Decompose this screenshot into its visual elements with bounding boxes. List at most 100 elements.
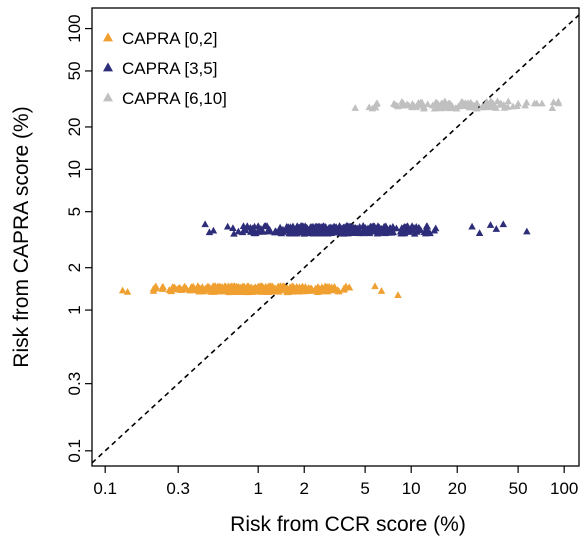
data-point bbox=[509, 102, 517, 110]
points-layer bbox=[118, 97, 563, 299]
data-point bbox=[223, 222, 232, 230]
data-point bbox=[198, 286, 206, 294]
legend-marker bbox=[103, 32, 113, 42]
data-point bbox=[211, 282, 219, 290]
data-point bbox=[337, 228, 346, 235]
data-point bbox=[312, 229, 320, 237]
y-tick-label: 0.3 bbox=[65, 372, 84, 396]
data-point bbox=[422, 222, 431, 230]
data-point bbox=[420, 104, 428, 112]
data-point bbox=[352, 228, 361, 235]
data-point bbox=[373, 229, 382, 237]
data-point bbox=[327, 227, 336, 234]
data-point bbox=[389, 222, 397, 230]
data-point bbox=[554, 99, 563, 107]
data-point bbox=[187, 286, 195, 294]
data-point bbox=[478, 103, 486, 111]
data-point bbox=[261, 287, 269, 294]
data-point bbox=[230, 229, 238, 237]
y-tick-label: 50 bbox=[65, 61, 84, 80]
data-point bbox=[372, 224, 381, 232]
data-point bbox=[365, 229, 374, 237]
data-point bbox=[158, 283, 166, 291]
data-point bbox=[295, 227, 304, 234]
data-point bbox=[369, 222, 378, 230]
data-point bbox=[472, 99, 481, 107]
series-1 bbox=[118, 282, 402, 299]
x-tick-label: 100 bbox=[550, 479, 578, 498]
legend-label: CAPRA [6,10] bbox=[122, 89, 227, 108]
data-point bbox=[320, 223, 328, 231]
data-point bbox=[203, 285, 212, 293]
data-point bbox=[335, 222, 344, 229]
data-point bbox=[343, 221, 351, 229]
data-point bbox=[243, 222, 252, 229]
data-point bbox=[538, 99, 546, 107]
data-point bbox=[532, 99, 541, 107]
data-point bbox=[492, 225, 501, 232]
data-point bbox=[403, 100, 411, 108]
x-tick-label: 1 bbox=[253, 479, 262, 498]
data-point bbox=[414, 99, 423, 106]
data-point bbox=[123, 287, 132, 295]
data-point bbox=[458, 102, 467, 110]
data-point bbox=[486, 221, 495, 228]
data-point bbox=[236, 286, 245, 293]
x-tick-label: 2 bbox=[300, 479, 309, 498]
data-point bbox=[441, 103, 450, 110]
data-point bbox=[265, 227, 274, 235]
x-tick-label: 0.1 bbox=[93, 479, 117, 498]
data-point bbox=[240, 288, 248, 295]
data-point bbox=[399, 224, 408, 232]
x-tick-label: 5 bbox=[360, 479, 369, 498]
identity-line bbox=[91, 14, 580, 464]
legend-label: CAPRA [0,2] bbox=[122, 29, 217, 48]
data-point bbox=[504, 97, 513, 105]
data-point bbox=[371, 282, 379, 290]
data-point bbox=[377, 287, 386, 294]
data-point bbox=[209, 226, 218, 234]
legend-marker bbox=[103, 92, 113, 102]
data-point bbox=[256, 227, 265, 235]
data-point bbox=[284, 286, 292, 293]
data-point bbox=[549, 98, 558, 106]
data-point bbox=[371, 103, 380, 111]
data-point bbox=[499, 220, 508, 228]
x-tick-label: 50 bbox=[509, 479, 528, 498]
y-tick-label: 0.1 bbox=[65, 439, 84, 463]
data-point bbox=[276, 226, 284, 234]
data-point bbox=[210, 287, 218, 294]
data-point bbox=[390, 100, 399, 107]
plot-frame bbox=[91, 7, 580, 467]
series-3 bbox=[351, 97, 563, 112]
data-point bbox=[521, 101, 529, 109]
data-point bbox=[523, 227, 531, 235]
y-tick-label: 10 bbox=[65, 160, 84, 179]
data-point bbox=[313, 286, 322, 293]
data-point bbox=[514, 99, 522, 107]
data-point bbox=[167, 287, 176, 295]
data-point bbox=[464, 99, 472, 107]
data-point bbox=[408, 103, 416, 111]
y-axis-title: Risk from CAPRA score (%) bbox=[10, 106, 33, 367]
data-point bbox=[548, 104, 557, 112]
data-point bbox=[423, 100, 432, 108]
x-axis: 0.1 0.3 1 2 5 10 20 50 100 bbox=[93, 466, 578, 498]
legend-label: CAPRA [3,5] bbox=[122, 59, 217, 78]
data-point bbox=[254, 222, 262, 229]
data-point bbox=[451, 104, 460, 111]
data-point bbox=[475, 229, 484, 237]
data-point bbox=[229, 224, 237, 232]
data-point bbox=[232, 283, 241, 291]
data-point bbox=[295, 223, 303, 231]
x-tick-label: 0.3 bbox=[166, 479, 190, 498]
data-point bbox=[432, 98, 440, 106]
data-point bbox=[373, 99, 381, 107]
data-point bbox=[351, 104, 359, 111]
data-point bbox=[296, 287, 305, 294]
data-point bbox=[406, 224, 415, 232]
legend-marker bbox=[103, 62, 113, 72]
data-point bbox=[168, 283, 177, 291]
data-point bbox=[247, 283, 255, 291]
